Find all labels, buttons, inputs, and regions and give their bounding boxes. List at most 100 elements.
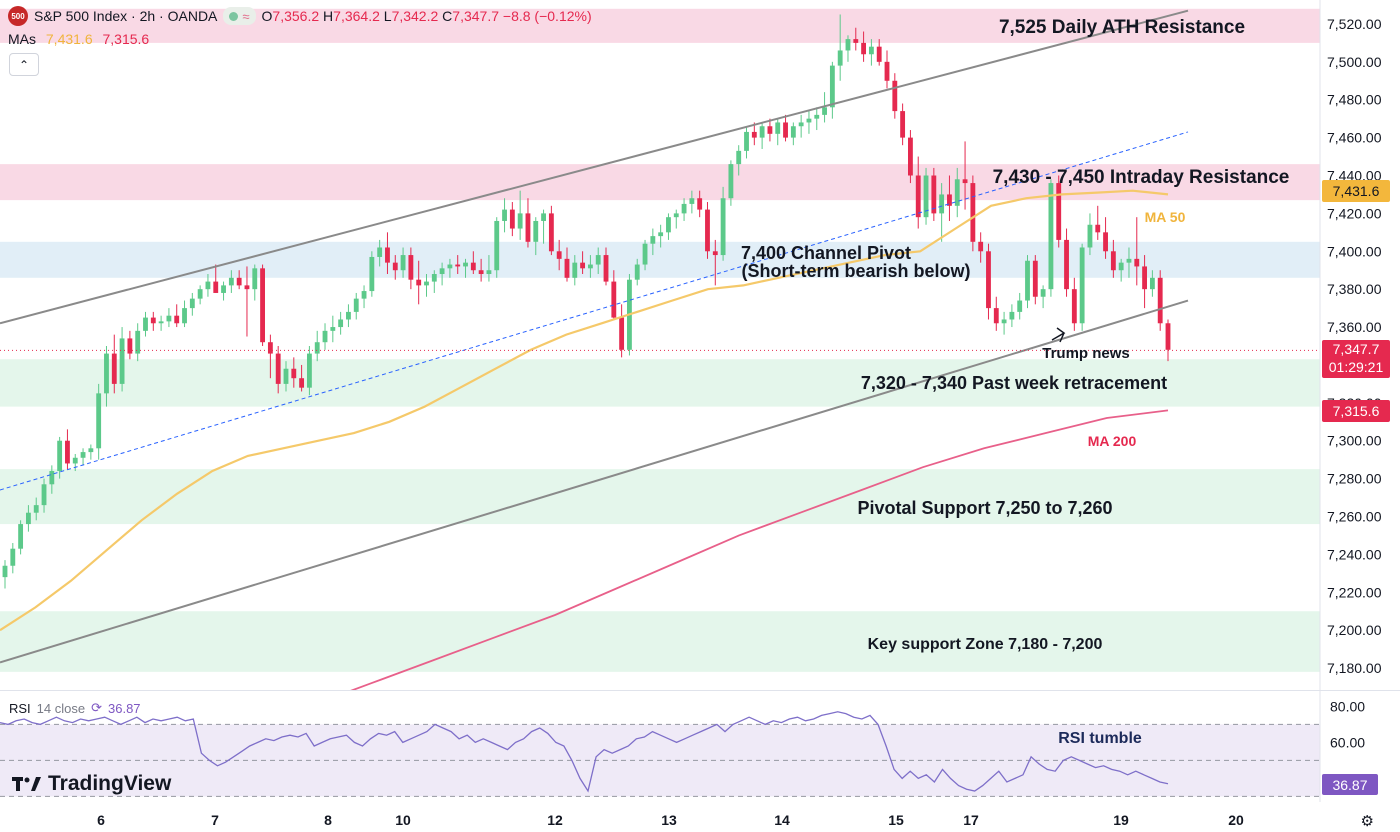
candle-up [1118, 262, 1124, 271]
candle-up [1017, 300, 1023, 312]
candle-down [470, 262, 476, 271]
gear-icon[interactable]: ⚙ [1360, 813, 1374, 830]
rsi-value-tag-text: 36.87 [1332, 777, 1367, 793]
candle-up [650, 236, 656, 244]
candle-down [1064, 239, 1069, 290]
ma50-price-tag: 7,431.6 [1322, 180, 1390, 203]
tradingview-logo-icon [12, 777, 41, 791]
rsi-legend[interactable]: RSI 14 close ⟳ 36.87 [9, 700, 141, 716]
candle-up [1149, 277, 1155, 290]
y-tick-label: 7,480.00 [1327, 92, 1382, 108]
candle-up [361, 291, 367, 299]
candle-up [634, 264, 640, 280]
candle-down [127, 338, 133, 354]
candle-up [252, 268, 258, 290]
date-tick-label: 14 [774, 812, 790, 828]
candle-up [1025, 260, 1030, 301]
symbol-legend: 500 S&P 500 Index · 2h · OANDA ≈ O7,356.… [8, 6, 592, 26]
candle-down [244, 285, 250, 290]
candle-down [65, 440, 70, 464]
candle-up [798, 122, 804, 127]
date-tick-label: 7 [211, 812, 219, 828]
candle-up [541, 213, 546, 221]
ohlc-values: O7,356.2 H7,364.2 L7,342.2 C7,347.7 −8.8… [261, 8, 592, 24]
candle-up [728, 164, 734, 199]
rsi-params: 14 close [36, 700, 86, 716]
wave-icon: ≈ [242, 8, 250, 24]
ma200-price-tag: 7,315.6 [1322, 400, 1390, 423]
zone-label-pivot-line2: (Short-term bearish below) [741, 261, 970, 281]
tradingview-logo[interactable]: TradingView [12, 772, 171, 796]
candle-up [338, 319, 344, 328]
candle-down [455, 264, 461, 267]
candle-down [853, 39, 859, 43]
zone-label-ath: 7,525 Daily ATH Resistance [999, 17, 1245, 38]
candle-up [369, 256, 375, 292]
candle-up [424, 281, 429, 286]
candle-up [166, 315, 172, 322]
date-axis[interactable]: 6 7 8 10 12 13 14 15 17 19 20 [0, 802, 1400, 832]
candle-down [478, 270, 484, 275]
candle-up [439, 268, 445, 275]
candle-up [314, 342, 320, 354]
rsi-tumble-annotation: RSI tumble [1058, 730, 1142, 747]
zone-resistance-1 [0, 164, 1320, 201]
y-tick-label: 7,300.00 [1327, 433, 1382, 449]
candle-up [1048, 183, 1054, 290]
zone-support-4 [0, 469, 1320, 525]
candle-down [611, 281, 617, 318]
symbol-title[interactable]: S&P 500 Index · 2h · OANDA [34, 8, 218, 24]
candle-down [712, 251, 718, 256]
candle-up [306, 353, 312, 388]
arrow-icon [1051, 327, 1066, 343]
candle-up [759, 126, 765, 138]
candle-down [1103, 232, 1108, 252]
candle-down [970, 183, 976, 242]
rsi-label: RSI [9, 700, 31, 716]
candle-up [845, 39, 851, 51]
date-tick-label: 15 [888, 812, 904, 828]
rsi-tick-label: 60.00 [1330, 734, 1365, 750]
candle-up [642, 243, 648, 265]
rsi-chart[interactable]: 80.00 60.00 RSI tumble 36.87 [0, 690, 1400, 802]
candle-down [556, 251, 562, 259]
candle-down [416, 279, 422, 286]
collapse-legend-button[interactable]: ⌃ [9, 53, 39, 76]
candle-down [150, 317, 156, 324]
mas-legend[interactable]: MAs 7,431.6 7,315.6 [8, 31, 149, 47]
candle-up [1079, 247, 1085, 324]
market-status[interactable]: ≈ [223, 7, 256, 25]
candle-up [837, 50, 843, 66]
candle-down [783, 122, 788, 138]
candle-down [509, 209, 515, 229]
candle-down [861, 42, 867, 55]
y-tick-label: 7,280.00 [1327, 471, 1382, 487]
candle-down [580, 262, 586, 269]
candle-up [790, 126, 796, 138]
candle-down [603, 255, 609, 282]
refresh-icon[interactable]: ⟳ [91, 700, 102, 715]
y-tick-label: 7,220.00 [1327, 584, 1382, 600]
candle-down [275, 353, 281, 384]
date-tick-label: 19 [1113, 812, 1129, 828]
y-tick-label: 7,240.00 [1327, 546, 1382, 562]
candle-up [49, 471, 55, 485]
current-price-value: 7,347.7 [1332, 341, 1380, 358]
candle-up [572, 262, 578, 278]
zone-label-retracement: 7,320 - 7,340 Past week retracement [861, 373, 1167, 393]
candle-up [720, 198, 726, 256]
candle-up [486, 270, 492, 275]
candle-up [494, 220, 500, 271]
candle-down [947, 194, 952, 206]
price-chart[interactable]: 7,520.00 7,500.00 7,480.00 7,460.00 7,440.00… [0, 0, 1400, 690]
y-tick-label: 7,360.00 [1327, 319, 1382, 335]
candle-down [1157, 277, 1163, 324]
candle-down [1056, 183, 1062, 240]
rsi-tick-label: 80.00 [1330, 698, 1365, 714]
candle-up [533, 220, 539, 242]
candle-down [525, 213, 531, 242]
ma200-value: 7,315.6 [102, 31, 150, 47]
candle-down [884, 61, 890, 81]
candle-up [205, 281, 211, 290]
candle-up [88, 448, 94, 453]
